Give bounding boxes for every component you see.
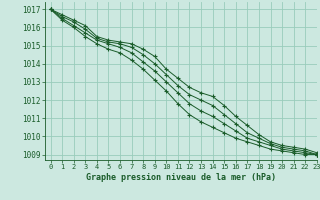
X-axis label: Graphe pression niveau de la mer (hPa): Graphe pression niveau de la mer (hPa) [86,173,276,182]
